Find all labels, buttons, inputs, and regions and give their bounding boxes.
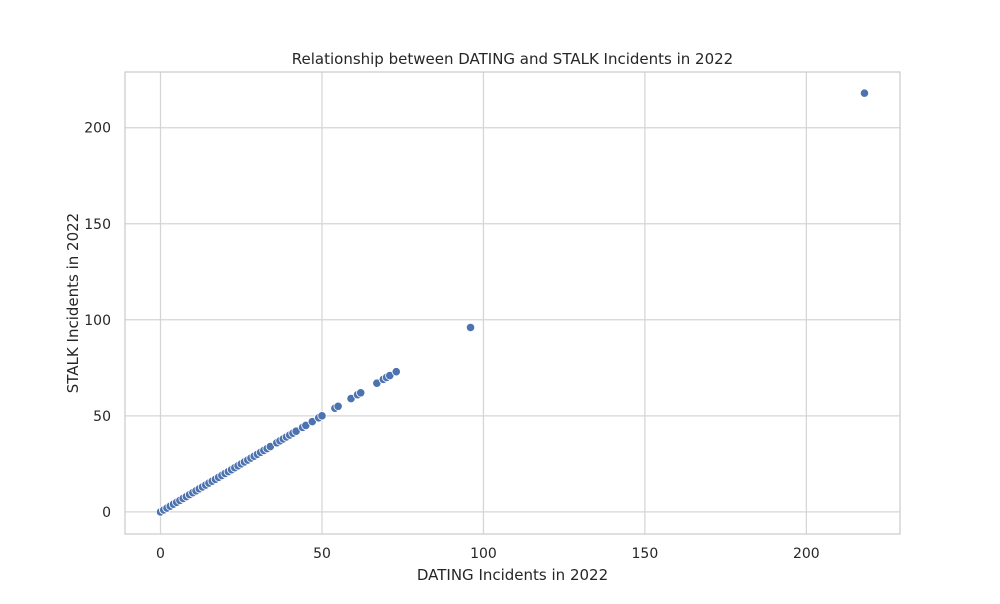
x-tick-label: 200 xyxy=(793,546,820,562)
plot-area: 0 50 100 150 200 0 50 100 150 200 xyxy=(84,71,901,562)
x-tick-label: 0 xyxy=(156,546,165,562)
y-axis-label: STALK Incidents in 2022 xyxy=(64,213,82,393)
chart-title: Relationship between DATING and STALK In… xyxy=(292,50,733,68)
data-point xyxy=(317,411,327,421)
x-tick-label: 50 xyxy=(313,546,331,562)
y-tick-label: 50 xyxy=(93,409,111,425)
y-tick-label: 100 xyxy=(84,313,111,329)
y-tick-label: 0 xyxy=(102,505,111,521)
data-point xyxy=(859,88,870,98)
plot-frame xyxy=(124,71,901,535)
data-point xyxy=(333,401,343,411)
grid-lines xyxy=(125,72,900,534)
scatter-points xyxy=(155,88,870,517)
x-tick-label: 100 xyxy=(470,546,497,562)
y-tick-label: 200 xyxy=(84,121,111,137)
y-tick-label: 150 xyxy=(84,217,111,233)
data-point xyxy=(465,322,476,333)
data-point xyxy=(356,388,366,398)
tick-labels: 0 50 100 150 200 0 50 100 150 200 xyxy=(84,121,819,562)
x-tick-label: 150 xyxy=(632,546,659,562)
x-axis-label: DATING Incidents in 2022 xyxy=(417,566,608,584)
data-point xyxy=(391,367,401,377)
